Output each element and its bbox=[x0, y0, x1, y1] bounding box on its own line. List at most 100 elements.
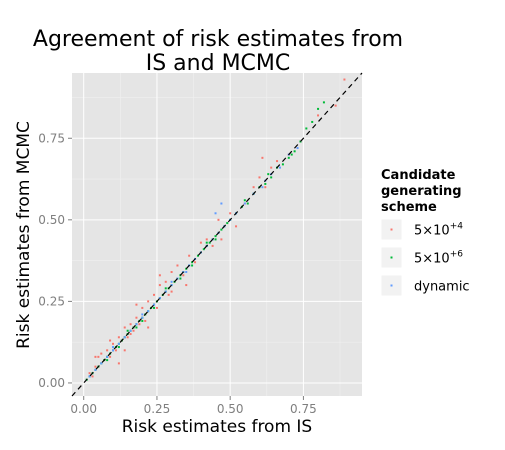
data-point bbox=[164, 287, 167, 290]
data-point bbox=[185, 271, 188, 274]
data-point bbox=[147, 326, 150, 329]
data-point bbox=[106, 349, 109, 352]
data-point bbox=[164, 280, 167, 283]
data-point bbox=[343, 78, 346, 81]
reference-line-layer bbox=[71, 72, 363, 397]
data-point bbox=[214, 238, 217, 241]
data-point bbox=[322, 101, 325, 104]
data-point bbox=[270, 166, 273, 169]
legend-key-point bbox=[390, 284, 393, 287]
data-point bbox=[147, 310, 150, 313]
data-point bbox=[199, 241, 202, 244]
data-point bbox=[311, 120, 314, 123]
data-point bbox=[141, 319, 144, 322]
data-point bbox=[100, 352, 103, 355]
data-point bbox=[97, 355, 100, 358]
x-tick-label: 0.00 bbox=[70, 402, 97, 416]
y-axis-label: Risk estimates from MCMC bbox=[14, 121, 34, 349]
data-point bbox=[205, 241, 208, 244]
data-point bbox=[170, 280, 173, 283]
data-point bbox=[202, 248, 205, 251]
data-point bbox=[220, 238, 223, 241]
data-point bbox=[117, 362, 120, 365]
reference-line-y-equals-x bbox=[71, 72, 363, 397]
data-point bbox=[261, 156, 264, 159]
major-grid bbox=[72, 73, 362, 396]
legend-label: 5×10+4 bbox=[414, 222, 463, 239]
data-point bbox=[229, 212, 232, 215]
data-point bbox=[258, 176, 261, 179]
data-point bbox=[158, 284, 161, 287]
data-point bbox=[264, 182, 267, 185]
data-point bbox=[94, 365, 97, 368]
legend-key-point bbox=[390, 228, 393, 231]
data-point bbox=[114, 349, 117, 352]
data-point bbox=[235, 225, 238, 228]
data-point bbox=[117, 336, 120, 339]
data-point bbox=[211, 244, 214, 247]
data-point bbox=[305, 127, 308, 130]
x-tick-label: 0.75 bbox=[290, 402, 317, 416]
legend-entries: 5×10+4 5×10+6 dynamic bbox=[380, 218, 470, 297]
chart-title-line-2: IS and MCMC bbox=[146, 51, 291, 76]
data-point bbox=[135, 303, 138, 306]
data-point bbox=[129, 323, 132, 326]
y-tick-label: 0.50 bbox=[38, 213, 65, 227]
data-point bbox=[153, 306, 156, 309]
data-point bbox=[135, 316, 138, 319]
legend-label: dynamic bbox=[414, 280, 470, 295]
legend: Candidate generating scheme 5×10+4 5×10+6… bbox=[380, 168, 470, 297]
data-point bbox=[205, 238, 208, 241]
data-point bbox=[276, 160, 279, 163]
x-tick-label: 0.50 bbox=[217, 402, 244, 416]
data-point bbox=[132, 329, 135, 332]
y-tick-label: 0.25 bbox=[38, 294, 65, 308]
data-point bbox=[220, 228, 223, 231]
data-point bbox=[153, 303, 156, 306]
data-point bbox=[243, 199, 246, 202]
data-point bbox=[334, 104, 337, 107]
data-point bbox=[153, 293, 156, 296]
data-point bbox=[170, 284, 173, 287]
y-tick-label: 0.75 bbox=[38, 131, 65, 145]
data-point bbox=[182, 274, 185, 277]
legend-key-point bbox=[390, 256, 393, 259]
data-point bbox=[141, 313, 144, 316]
data-point bbox=[220, 202, 223, 205]
data-point bbox=[112, 349, 115, 352]
data-point bbox=[208, 241, 211, 244]
chart-title-line-1: Agreement of risk estimates from bbox=[33, 27, 403, 52]
data-point bbox=[117, 342, 120, 345]
x-axis-label: Risk estimates from IS bbox=[122, 417, 312, 437]
data-point bbox=[317, 114, 320, 117]
data-point bbox=[164, 290, 167, 293]
data-point bbox=[123, 349, 126, 352]
legend-title-line-2: generating bbox=[381, 184, 462, 199]
data-point bbox=[317, 107, 320, 110]
legend-label: 5×10+6 bbox=[414, 250, 463, 267]
data-point bbox=[129, 329, 132, 332]
data-point bbox=[179, 277, 182, 280]
data-point bbox=[106, 355, 109, 358]
data-point bbox=[170, 290, 173, 293]
data-point bbox=[296, 147, 299, 150]
ticks-layer: 0.00 0.25 0.50 0.75 0.00 0.25 0.50 0.75 bbox=[38, 131, 316, 416]
data-point bbox=[126, 336, 129, 339]
data-point bbox=[226, 222, 229, 225]
data-point bbox=[214, 235, 217, 238]
data-point bbox=[243, 202, 246, 205]
data-point bbox=[217, 218, 220, 221]
legend-label-superscript: +6 bbox=[450, 250, 464, 260]
data-point bbox=[270, 176, 273, 179]
data-point bbox=[112, 342, 115, 345]
x-tick-label: 0.25 bbox=[144, 402, 171, 416]
data-point bbox=[191, 261, 194, 264]
data-point bbox=[191, 264, 194, 267]
data-point bbox=[88, 372, 91, 375]
data-point bbox=[141, 316, 144, 319]
data-point bbox=[246, 202, 249, 205]
data-point bbox=[100, 362, 103, 365]
data-point bbox=[290, 153, 293, 156]
